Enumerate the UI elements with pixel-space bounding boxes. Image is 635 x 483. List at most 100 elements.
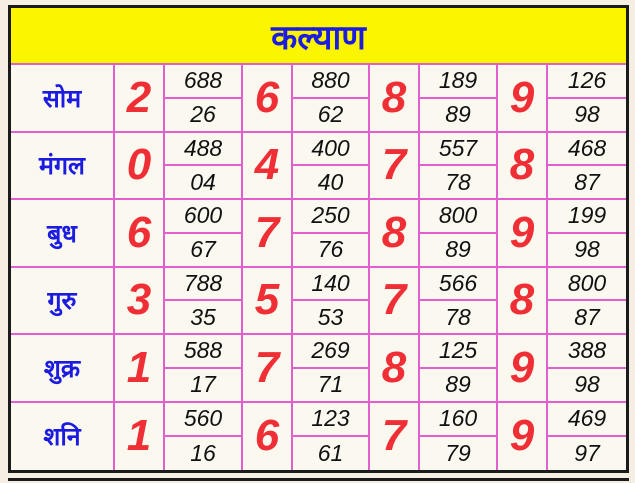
pana-value: 468 — [548, 133, 626, 167]
pana-value: 566 — [420, 268, 496, 302]
jodi-value: 78 — [445, 303, 471, 330]
jodi-value: 87 — [574, 303, 600, 330]
result-digit: 9 — [498, 200, 548, 268]
result-digit: 7 — [243, 335, 293, 403]
jodi-value: 35 — [190, 303, 216, 330]
result-digit: 9 — [498, 65, 548, 133]
result-digit: 7 — [243, 200, 293, 268]
pana-cell: 160 79 — [420, 402, 498, 470]
jodi-value: 71 — [317, 371, 344, 398]
pana-value: 125 — [420, 335, 496, 369]
jodi-value: 62 — [317, 101, 344, 128]
pana-cell: 469 97 — [548, 403, 626, 471]
pana-value: 250 — [293, 200, 368, 234]
pana-cell: 400 40 — [293, 132, 370, 200]
pana-value: 788 — [165, 268, 241, 302]
pana-cell: 600 67 — [165, 200, 243, 268]
pana-value: 189 — [420, 65, 496, 99]
result-digit: 7 — [370, 402, 420, 470]
jodi-value: 98 — [574, 371, 600, 398]
pana-cell: 488 04 — [165, 132, 243, 200]
result-digit: 5 — [243, 267, 293, 335]
pana-cell: 250 76 — [293, 200, 370, 268]
jodi-value: 98 — [574, 101, 600, 128]
pana-cell: 880 62 — [293, 65, 370, 133]
result-digit: 6 — [243, 402, 293, 470]
pana-value: 400 — [293, 133, 368, 167]
jodi-value: 79 — [445, 440, 471, 467]
pana-cell: 269 71 — [293, 335, 370, 403]
jodi-value: 40 — [317, 168, 344, 195]
result-digit: 4 — [243, 132, 293, 200]
jodi-value: 97 — [574, 440, 600, 467]
pana-value: 388 — [548, 335, 626, 369]
pana-cell: 560 16 — [165, 402, 243, 470]
pana-value: 199 — [548, 200, 626, 234]
pana-cell: 125 89 — [420, 335, 498, 403]
day-label: शनि — [11, 402, 115, 470]
jodi-value: 53 — [317, 303, 344, 330]
pana-value: 880 — [293, 65, 368, 99]
divider — [8, 478, 629, 481]
jodi-value: 89 — [445, 101, 471, 128]
pana-value: 560 — [165, 403, 241, 438]
day-label: गुरु — [11, 267, 115, 335]
pana-cell: 800 89 — [420, 200, 498, 268]
pana-value: 469 — [548, 403, 626, 438]
result-digit: 8 — [370, 65, 420, 133]
pana-cell: 388 98 — [548, 335, 626, 403]
pana-value: 488 — [165, 133, 241, 167]
result-digit: 7 — [370, 267, 420, 335]
result-digit: 8 — [370, 200, 420, 268]
pana-cell: 123 61 — [293, 402, 370, 470]
jodi-value: 67 — [190, 236, 216, 263]
pana-value: 600 — [165, 200, 241, 234]
day-label: बुध — [11, 200, 115, 268]
result-digit: 9 — [498, 335, 548, 403]
pana-value: 688 — [165, 65, 241, 99]
pana-cell: 588 17 — [165, 335, 243, 403]
result-digit: 6 — [243, 65, 293, 133]
pana-value: 800 — [548, 268, 626, 302]
pana-value: 269 — [293, 335, 368, 369]
jodi-value: 16 — [190, 440, 216, 467]
jodi-value: 17 — [190, 371, 216, 398]
day-label: मंगल — [11, 132, 115, 200]
result-digit: 8 — [370, 335, 420, 403]
jodi-value: 87 — [574, 168, 600, 195]
pana-cell: 688 26 — [165, 65, 243, 133]
pana-value: 800 — [420, 200, 496, 234]
jodi-value: 78 — [445, 168, 471, 195]
result-digit: 9 — [498, 402, 548, 470]
pana-value: 126 — [548, 65, 626, 99]
pana-value: 140 — [293, 268, 368, 302]
chart-table: कल्याण सोम 2 688 26 6 880 62 8 189 89 9 126 98 मंगल 0 4… — [8, 5, 629, 473]
jodi-value: 61 — [317, 440, 344, 467]
result-digit: 0 — [115, 132, 165, 200]
result-digit: 7 — [370, 132, 420, 200]
day-label: शुक्र — [11, 335, 115, 403]
pana-value: 160 — [420, 403, 496, 438]
pana-cell: 140 53 — [293, 267, 370, 335]
result-digit: 3 — [115, 267, 165, 335]
jodi-value: 26 — [190, 101, 216, 128]
result-digit: 2 — [115, 65, 165, 133]
pana-cell: 566 78 — [420, 267, 498, 335]
result-digit: 8 — [498, 132, 548, 200]
pana-cell: 189 89 — [420, 65, 498, 133]
pana-cell: 199 98 — [548, 200, 626, 268]
jodi-value: 76 — [317, 236, 344, 263]
pana-value: 557 — [420, 133, 496, 167]
jodi-value: 89 — [445, 371, 471, 398]
jodi-value: 98 — [574, 236, 600, 263]
result-digit: 1 — [115, 335, 165, 403]
page-title: कल्याण — [271, 17, 366, 58]
pana-cell: 788 35 — [165, 267, 243, 335]
pana-value: 123 — [293, 403, 368, 438]
pana-cell: 800 87 — [548, 268, 626, 335]
pana-cell: 557 78 — [420, 132, 498, 200]
pana-cell: 126 98 — [548, 65, 626, 133]
pana-cell: 468 87 — [548, 133, 626, 200]
header: कल्याण — [11, 8, 626, 65]
result-grid: सोम 2 688 26 6 880 62 8 189 89 9 126 98 मंगल 0 488 04 4 40… — [11, 65, 626, 470]
